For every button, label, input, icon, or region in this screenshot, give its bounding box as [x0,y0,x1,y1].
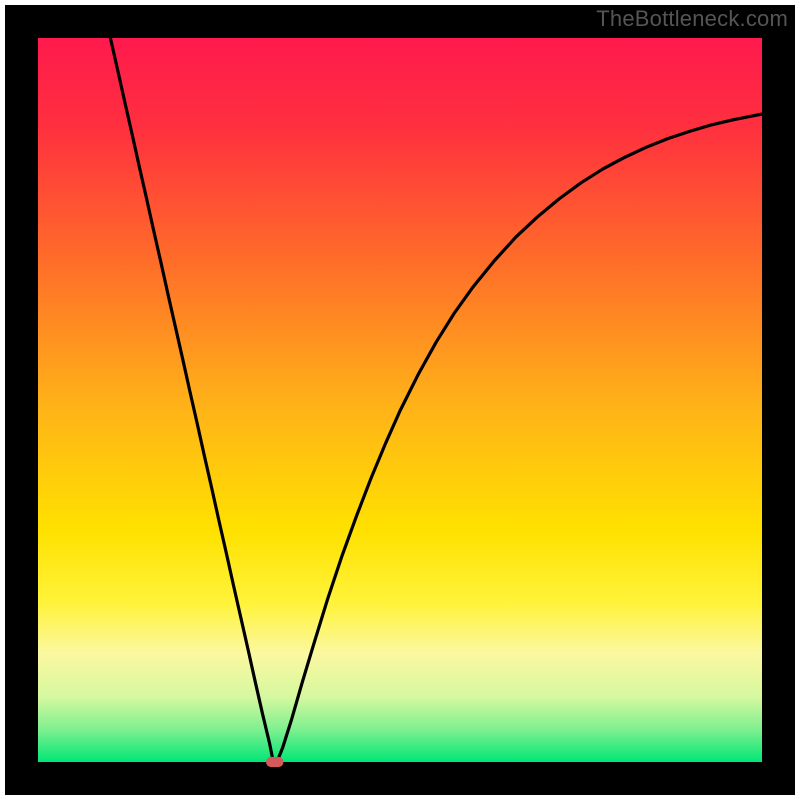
watermark-text: TheBottleneck.com [596,6,788,32]
plot-background [38,38,762,762]
bottleneck-chart: TheBottleneck.com [0,0,800,800]
chart-svg [0,0,800,800]
optimum-marker [266,757,283,767]
